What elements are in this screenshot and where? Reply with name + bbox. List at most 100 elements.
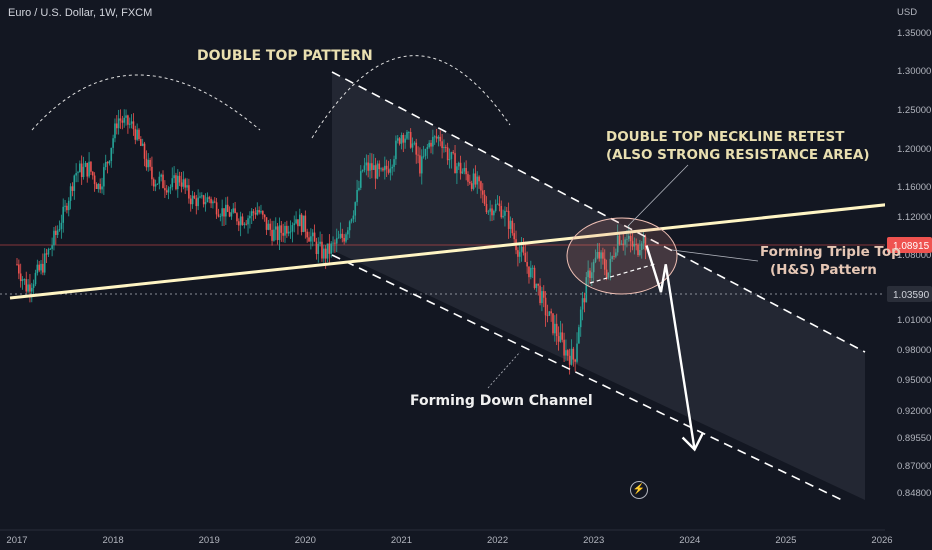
candle-body: [563, 339, 565, 356]
candle-body: [602, 252, 604, 259]
candle-body: [531, 267, 534, 269]
candle-body: [114, 123, 116, 139]
candle-body: [337, 237, 340, 239]
candle-body: [380, 168, 382, 170]
candle-body: [437, 136, 440, 139]
candle-body: [67, 200, 70, 211]
price-axis: 1.35000 1.30000 1.25000 1.20000 1.16000 1.120…: [897, 28, 931, 499]
candle-body: [125, 115, 127, 118]
candle-body: [30, 287, 33, 292]
candle-body: [598, 251, 601, 259]
candle-body: [254, 212, 257, 215]
candle-body: [441, 141, 443, 149]
candle-body: [29, 284, 31, 292]
candle-body: [27, 284, 29, 292]
candle-body: [384, 165, 386, 171]
candle-body: [138, 129, 140, 140]
candle-body: [546, 315, 549, 317]
neckline-retest-ellipse[interactable]: [566, 217, 678, 295]
price-tick-label: 0.98000: [897, 345, 931, 356]
candle-body: [465, 168, 467, 175]
candle-body: [339, 233, 342, 238]
candle-body: [517, 250, 519, 257]
candle-body: [474, 173, 477, 185]
candle-body: [637, 244, 639, 256]
candle-body: [66, 205, 68, 211]
candle-body: [448, 159, 451, 161]
candle-body: [554, 323, 556, 334]
candle-body: [398, 138, 401, 144]
candle-body: [513, 233, 515, 240]
candle-body: [478, 176, 480, 182]
channel-upper-line[interactable]: [331, 71, 866, 353]
candle-body: [417, 154, 419, 156]
candle-body: [99, 183, 101, 190]
price-tick-label: 1.12000: [897, 212, 931, 223]
candle-body: [69, 186, 72, 201]
candle-body: [406, 132, 408, 139]
candle-body: [280, 225, 283, 233]
candle-body: [530, 267, 532, 278]
channel-lower-line[interactable]: [331, 254, 843, 501]
neckline-label-line1: DOUBLE TOP NECKLINE RETEST: [606, 129, 845, 145]
candle-body: [228, 211, 231, 217]
candle-body: [446, 147, 449, 161]
candle-body: [141, 143, 144, 146]
candle-body: [47, 249, 50, 255]
candle-body: [324, 248, 327, 259]
price-tick-label: 1.30000: [897, 66, 931, 77]
candle-body: [445, 147, 447, 148]
candle-body: [526, 261, 528, 267]
candle-body: [236, 213, 238, 222]
candle-body: [276, 226, 279, 241]
candle-body: [180, 182, 183, 187]
double-top-label: DOUBLE TOP PATTERN: [197, 48, 373, 64]
candle-body: [313, 232, 316, 242]
candle-body: [195, 198, 198, 207]
candle-body: [136, 129, 138, 140]
neckline-trendline[interactable]: [9, 202, 894, 300]
chart-title: Euro / U.S. Dollar, 1W, FXCM: [8, 7, 153, 19]
candle-body: [289, 231, 292, 233]
flash-icon[interactable]: ⚡: [630, 481, 648, 499]
price-tick-label: 1.01000: [897, 315, 931, 326]
candle-body: [269, 223, 272, 230]
candle-body: [84, 162, 87, 167]
candle-body: [335, 238, 338, 244]
candle-body: [376, 163, 379, 179]
candle-body: [323, 248, 325, 259]
candle-body: [310, 236, 312, 242]
candle-body: [171, 178, 174, 187]
candle-body: [249, 215, 251, 219]
candle-body: [273, 229, 275, 241]
candle-body: [315, 241, 318, 254]
candle-body: [164, 188, 166, 191]
candle-body: [422, 155, 425, 157]
candle-body: [73, 175, 76, 191]
candle-body: [461, 171, 464, 174]
candle-body: [487, 211, 490, 213]
candle-body: [552, 313, 554, 334]
candle-body: [58, 228, 61, 231]
candle-body: [212, 201, 214, 204]
candle-body: [306, 231, 308, 238]
candle-body: [112, 138, 114, 148]
current-price-text: 1.08915: [893, 241, 930, 252]
candle-body: [97, 183, 100, 189]
candle-body: [433, 136, 436, 138]
candle-body: [609, 258, 612, 273]
candle-body: [348, 221, 351, 231]
candle-body: [509, 220, 512, 229]
time-tick-label: 2023: [583, 535, 604, 546]
candle-body: [572, 348, 575, 360]
candle-body: [382, 168, 384, 171]
time-tick-label: 2026: [871, 535, 892, 546]
candle-body: [127, 115, 129, 125]
candle-body: [559, 332, 562, 342]
candle-body: [221, 208, 223, 217]
candle-body: [393, 159, 395, 167]
candle-body: [119, 118, 122, 121]
candle-body: [341, 233, 344, 239]
candle-body: [247, 218, 249, 225]
